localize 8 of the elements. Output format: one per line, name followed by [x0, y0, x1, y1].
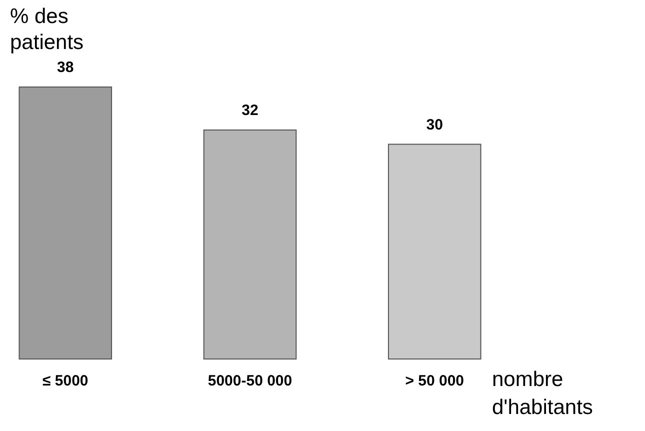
x-tick-label: > 50 000: [405, 372, 464, 390]
x-axis-title: nombre d'habitants: [492, 367, 594, 421]
x-tick-label: 5000-50 000: [208, 372, 292, 390]
data-label: 32: [242, 102, 258, 119]
y-axis-title: % des patients: [10, 4, 85, 56]
data-label: 38: [57, 59, 74, 76]
data-label: 30: [426, 116, 443, 134]
x-tick-label: ≤ 5000: [42, 372, 88, 390]
